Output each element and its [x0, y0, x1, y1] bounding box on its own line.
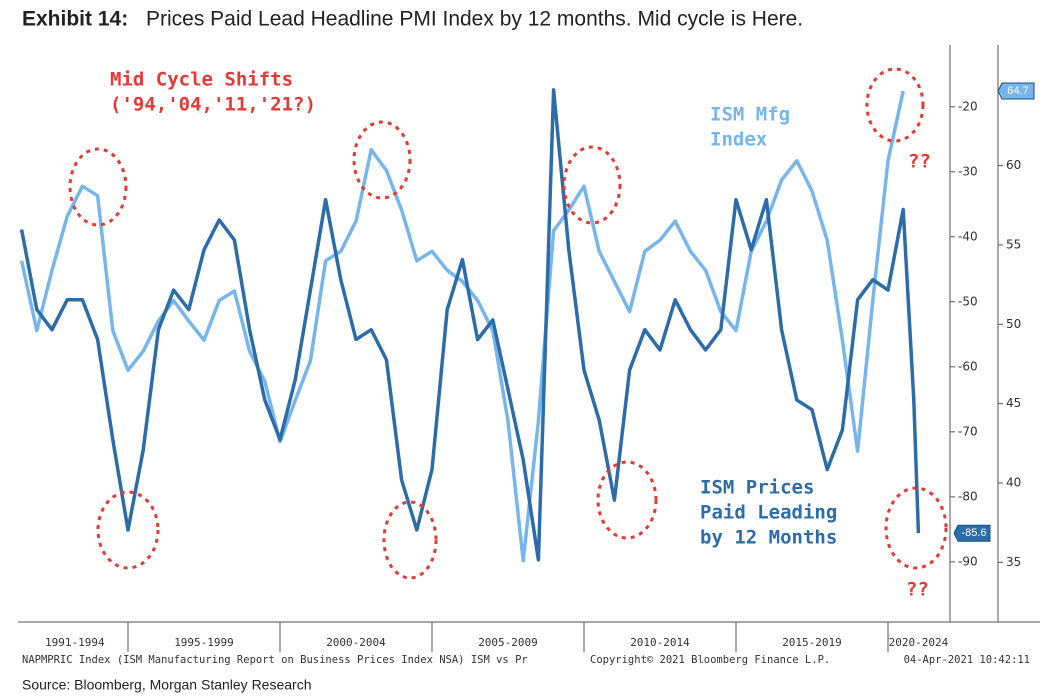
annotation: ('94,'04,'11,'21?) — [110, 94, 316, 116]
y-tick-label: -60 — [958, 359, 978, 373]
annotation: ISM Mfg — [710, 104, 790, 126]
annotation: Mid Cycle Shifts — [110, 69, 293, 91]
y2-tick-label: 50 — [1006, 317, 1021, 331]
annotation: ?? — [908, 151, 931, 173]
x-band-label: 2015-2019 — [782, 636, 842, 649]
y2-tick-label: 45 — [1006, 396, 1021, 410]
value-flag-label: -85.6 — [961, 527, 986, 539]
y-tick-label: -70 — [958, 424, 978, 438]
y-tick-label: -40 — [958, 229, 978, 243]
highlight-circle — [352, 120, 412, 200]
plot-area — [19, 88, 921, 563]
highlight-circle — [68, 147, 128, 227]
highlight-circle — [884, 486, 948, 570]
highlight-circle — [865, 67, 925, 143]
y2-tick-label: 60 — [1006, 158, 1021, 172]
x-band-label: 1995-1999 — [174, 636, 234, 649]
footer-date: 04-Apr-2021 10:42:11 — [904, 654, 1030, 666]
y2-tick-label: 40 — [1006, 475, 1021, 489]
footer-copyright: Copyright© 2021 Bloomberg Finance L.P. — [590, 654, 830, 666]
x-band-label: 2020-2024 — [889, 636, 949, 649]
y-tick-label: -80 — [958, 489, 978, 503]
y-tick-label: -90 — [958, 554, 978, 568]
y-tick-label: -30 — [958, 164, 978, 178]
y-tick-label: -20 — [958, 99, 978, 113]
footer-note: NAPMPRIC Index (ISM Manufacturing Report… — [22, 654, 528, 666]
chart-title: Prices Paid Lead Headline PMI Index by 1… — [146, 8, 803, 31]
source: Source: Bloomberg, Morgan Stanley Resear… — [22, 677, 311, 693]
y-tick-label: -50 — [958, 294, 978, 308]
x-band-label: 2000-2004 — [326, 636, 386, 649]
x-band-label: 2010-2014 — [630, 636, 690, 649]
annotation: by 12 Months — [700, 527, 837, 549]
x-band-label: 1991-1994 — [45, 636, 105, 649]
highlight-circle — [562, 145, 622, 225]
value-flag — [953, 524, 991, 542]
annotation: ?? — [906, 579, 929, 601]
value-flag — [997, 82, 1035, 100]
annotation: ISM Prices — [700, 477, 814, 499]
annotation: Paid Leading — [700, 502, 837, 524]
y2-tick-label: 35 — [1006, 555, 1021, 569]
highlight-circle — [382, 500, 438, 580]
exhibit-label: Exhibit 14: — [22, 8, 128, 31]
annotation: Index — [710, 129, 767, 151]
x-band-label: 2005-2009 — [478, 636, 538, 649]
y2-tick-label: 55 — [1006, 237, 1021, 251]
series-line — [19, 88, 921, 562]
value-flag-label: 64.7 — [1007, 85, 1028, 97]
highlight-circle — [96, 490, 160, 570]
highlight-circle — [596, 460, 658, 540]
